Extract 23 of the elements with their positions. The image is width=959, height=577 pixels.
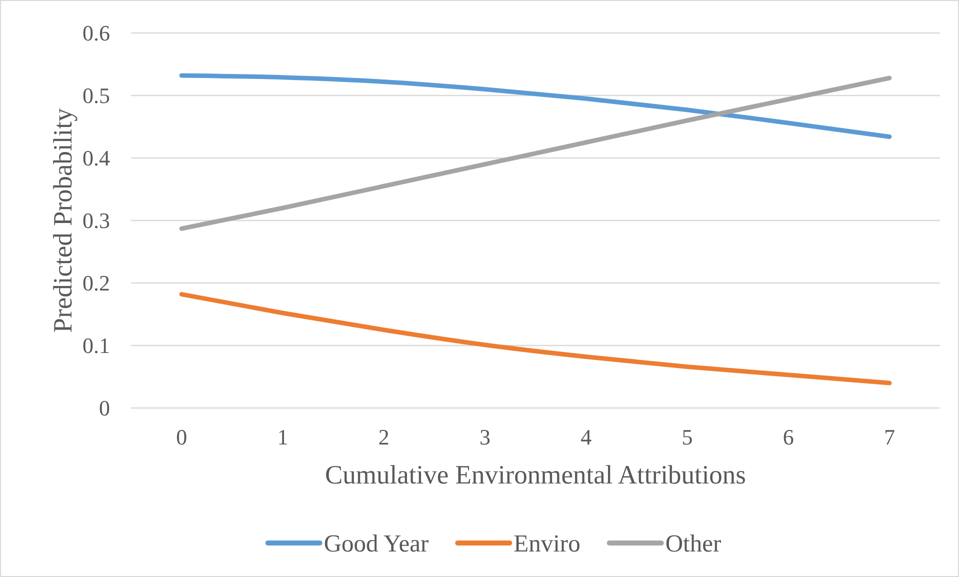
line-series xyxy=(179,292,892,386)
y-tick-label: 0.2 xyxy=(82,270,110,296)
legend-label: Good Year xyxy=(324,530,429,558)
x-tick-label: 2 xyxy=(378,424,390,450)
legend-label: Other xyxy=(665,530,722,558)
x-tick-label: 1 xyxy=(277,424,288,450)
x-tick-label: 4 xyxy=(580,424,592,450)
x-tick-label: 3 xyxy=(479,424,490,450)
y-tick-label: 0.5 xyxy=(82,83,110,108)
x-tick-label: 7 xyxy=(884,424,895,450)
y-tick-label: 0.4 xyxy=(82,146,110,171)
y-tick-label: 0.1 xyxy=(82,333,110,358)
y-axis-title: Predicted Probability xyxy=(47,108,78,333)
x-tick-label: 5 xyxy=(682,424,693,450)
line-series xyxy=(179,76,892,231)
y-tick-label: 0.6 xyxy=(82,20,110,46)
line-series xyxy=(179,73,892,139)
x-tick-label: 6 xyxy=(782,424,794,450)
x-tick-label: 0 xyxy=(176,424,188,450)
x-axis-title: Cumulative Environmental Attributions xyxy=(324,459,746,490)
y-tick-label: 0.3 xyxy=(82,208,110,234)
legend-label: Enviro xyxy=(514,530,580,558)
y-tick-label: 0 xyxy=(99,396,110,421)
